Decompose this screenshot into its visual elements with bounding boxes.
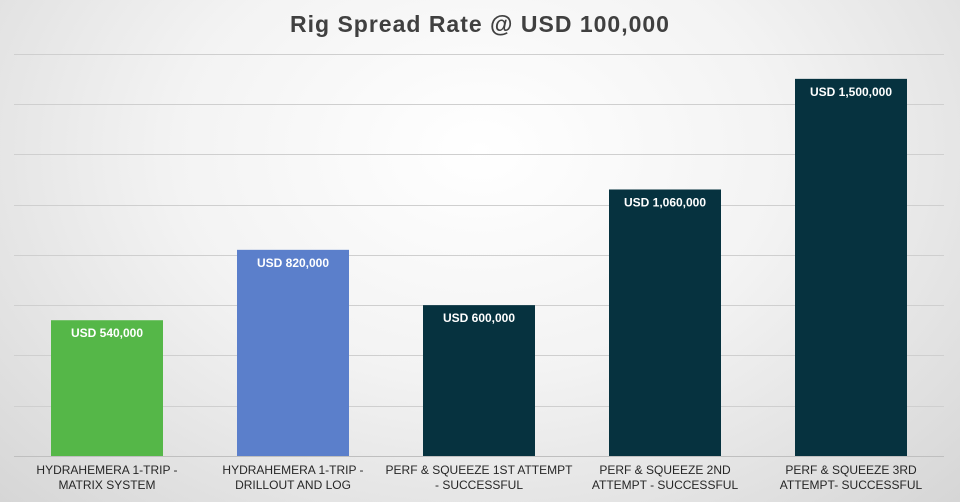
x-tick-label: HYDRAHEMERA 1-TRIP -MATRIX SYSTEM — [36, 463, 177, 492]
x-tick-label: PERF & SQUEEZE 1ST ATTEMPT - SUCCESSFUL — [386, 463, 574, 492]
bar-value-label: USD 540,000 — [71, 326, 143, 340]
bar — [423, 305, 535, 456]
bar — [609, 189, 721, 456]
x-tick-label: PERF & SQUEEZE 2ND ATTEMPT - SUCCESSFUL — [592, 463, 739, 492]
chart-title: Rig Spread Rate @ USD 100,000 — [290, 11, 670, 37]
x-tick-label: PERF & SQUEEZE 3RD ATTEMPT- SUCCESSFUL — [780, 463, 923, 492]
bar-value-label: USD 600,000 — [443, 311, 515, 325]
bar-value-label: USD 1,500,000 — [810, 85, 892, 99]
bar — [51, 320, 163, 456]
bar — [795, 78, 907, 456]
bar — [237, 249, 349, 456]
bar-value-label: USD 820,000 — [257, 256, 329, 270]
bars: USD 540,000 USD 820,000 USD 600,000 USD 1,0… — [51, 78, 907, 456]
bar-value-label: USD 1,060,000 — [624, 195, 706, 209]
x-tick-label: HYDRAHEMERA 1-TRIP -DRILLOUT AND LOG — [222, 463, 363, 492]
x-tick-labels: HYDRAHEMERA 1-TRIP -MATRIX SYSTEM HYDRAHE… — [36, 463, 922, 492]
